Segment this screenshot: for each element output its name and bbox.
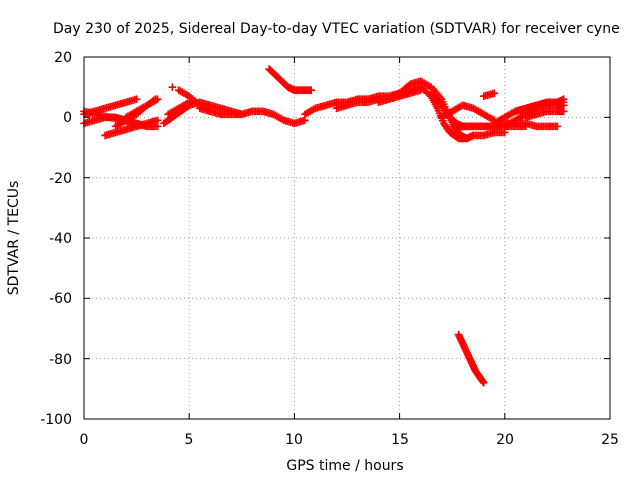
data-series [80, 65, 568, 387]
series-arc-18 [437, 101, 499, 125]
series-arc-25 [511, 95, 568, 116]
data-point [153, 116, 162, 125]
y-tick-label: -60 [49, 291, 72, 307]
y-tick-label: -20 [49, 171, 72, 187]
data-point [559, 101, 568, 110]
series-arc-10 [168, 83, 177, 91]
data-point [553, 122, 562, 131]
y-axis-label: SDTVAR / TECUs [6, 181, 22, 296]
series-arc-21 [469, 128, 509, 140]
data-point [307, 86, 316, 94]
axis-ticks [83, 56, 611, 420]
series-arc-4 [101, 116, 162, 140]
series-arc-22 [479, 89, 499, 101]
x-tick-label: 15 [391, 432, 409, 448]
data-point [479, 379, 488, 387]
data-point [185, 98, 193, 107]
data-point [153, 95, 162, 104]
data-point [501, 128, 509, 137]
x-tick-label: 20 [496, 432, 514, 448]
y-tick-label: -80 [49, 352, 72, 368]
series-arc-26 [522, 107, 568, 122]
series-arc-6 [122, 95, 162, 122]
data-point [132, 95, 141, 104]
chart-title: Day 230 of 2025, Sidereal Day-to-day VTE… [53, 21, 620, 37]
series-arc-11 [195, 104, 309, 128]
series-arc-12 [265, 65, 316, 94]
data-point [153, 122, 162, 131]
y-axis-tick-labels: -100 -80 -60 -40 -20 0 20 [40, 50, 72, 428]
series-outlier-arc [454, 330, 488, 387]
y-tick-label: -40 [49, 231, 72, 247]
series-arc-8 [164, 98, 193, 119]
x-axis-tick-labels: 0 5 10 15 20 25 [80, 432, 619, 448]
data-point [168, 83, 177, 91]
data-point [490, 89, 499, 97]
y-tick-label: -100 [40, 412, 72, 428]
x-tick-label: 0 [80, 432, 89, 448]
data-point [301, 116, 309, 125]
x-tick-label: 25 [601, 432, 619, 448]
data-point [559, 95, 568, 104]
y-tick-label: 0 [63, 110, 72, 126]
x-axis-label: GPS time / hours [286, 458, 403, 474]
y-tick-label: 20 [54, 50, 72, 66]
series-arc-20 [458, 119, 562, 131]
data-point [559, 107, 568, 116]
x-tick-label: 10 [285, 432, 303, 448]
x-tick-label: 5 [185, 432, 194, 448]
data-point [463, 134, 471, 143]
